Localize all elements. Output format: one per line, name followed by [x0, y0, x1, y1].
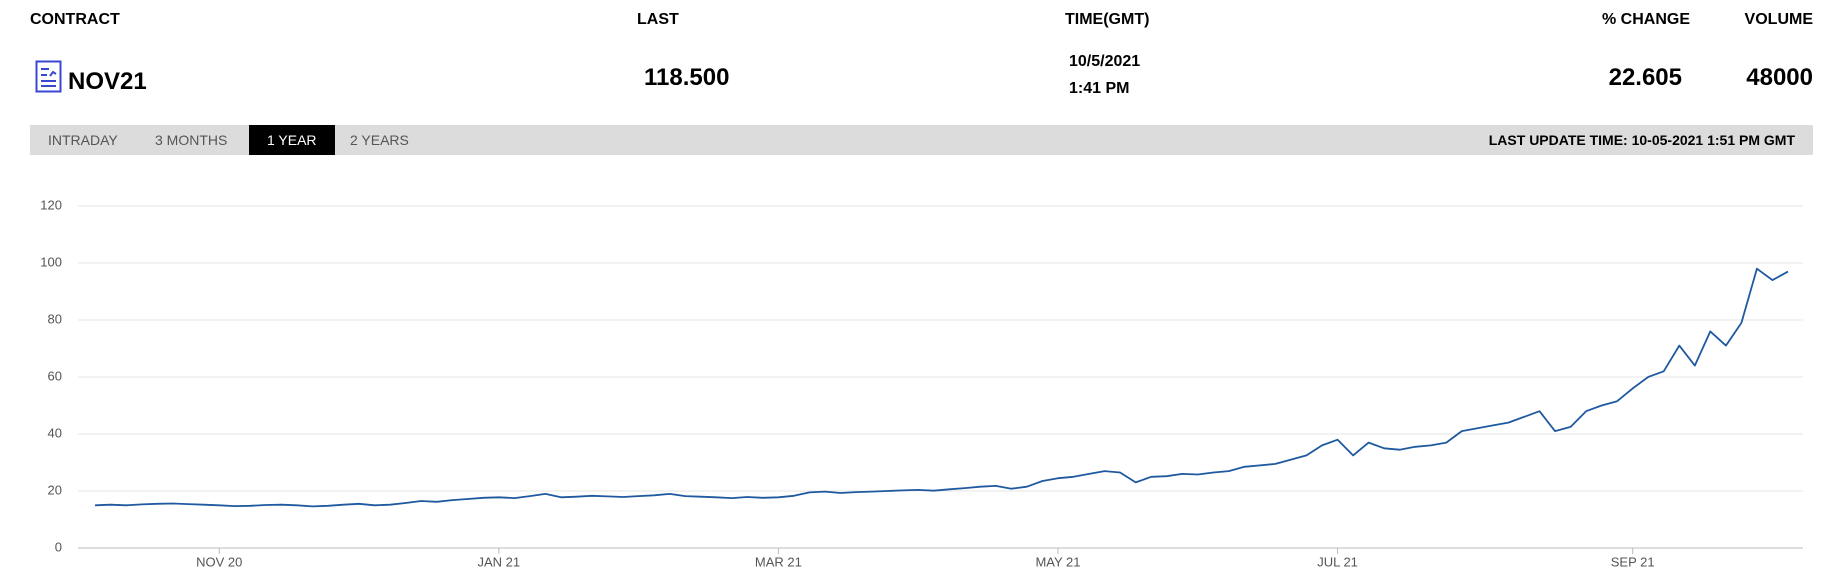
date: 10/5/2021: [1069, 53, 1141, 70]
volume: 48000: [1746, 64, 1813, 91]
tab-bar: INTRADAY 3 MONTHS 1 YEAR 2 YEARS LAST UP…: [30, 125, 1813, 155]
col-last: LAST: [637, 11, 679, 28]
x-tick-label: MAY 21: [1035, 554, 1080, 569]
y-tick-label: 100: [40, 254, 62, 269]
x-tick-label: JAN 21: [478, 554, 521, 569]
y-tick-label: 20: [48, 482, 62, 497]
col-volume: VOLUME: [1744, 11, 1813, 28]
col-contract: CONTRACT: [30, 11, 120, 28]
y-tick-label: 60: [48, 368, 62, 383]
col-time: TIME(GMT): [1065, 11, 1150, 28]
change: 22.605: [1608, 64, 1682, 91]
y-tick-label: 80: [48, 311, 62, 326]
tab[interactable]: 2 YEARS: [350, 132, 409, 148]
x-tick-label: SEP 21: [1611, 554, 1655, 569]
contract: NOV21: [68, 68, 147, 95]
time: 1:41 PM: [1069, 80, 1130, 97]
y-tick-label: 120: [40, 197, 62, 212]
last-update: LAST UPDATE TIME: 10-05-2021 1:51 PM GMT: [1488, 132, 1795, 148]
tab[interactable]: 1 YEAR: [249, 125, 335, 155]
contract-icon: [35, 60, 62, 93]
col-change: % CHANGE: [1601, 11, 1690, 28]
y-tick-label: 0: [55, 539, 62, 554]
tab[interactable]: 3 MONTHS: [155, 132, 228, 148]
last-price: 118.500: [644, 64, 730, 91]
price-line: [94, 267, 1789, 508]
x-tick-label: MAR 21: [755, 554, 802, 569]
y-tick-label: 40: [48, 425, 62, 440]
x-tick-label: NOV 20: [196, 554, 242, 569]
tab[interactable]: INTRADAY: [48, 132, 118, 148]
x-tick-label: JUL 21: [1317, 554, 1358, 569]
